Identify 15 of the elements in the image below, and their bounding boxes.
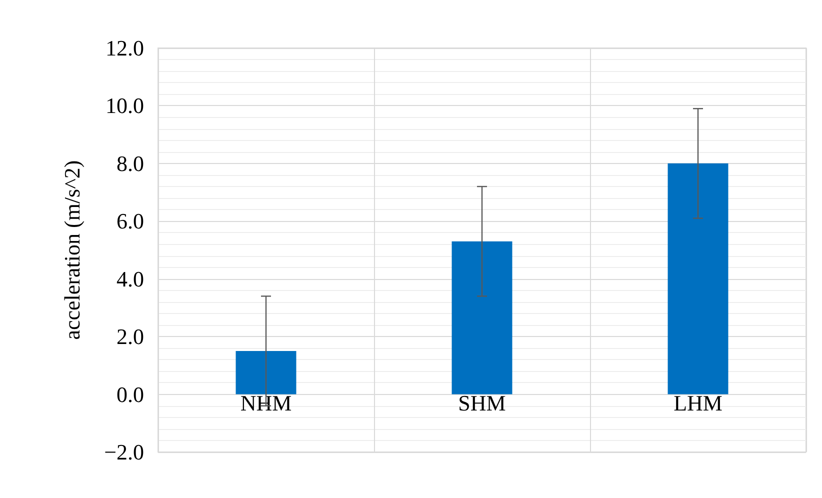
y-tick-label: 12.0 xyxy=(106,36,144,60)
bar xyxy=(236,351,296,394)
y-tick-label: 0.0 xyxy=(116,382,144,407)
y-axis-title: acceleration (m/s^2) xyxy=(60,160,84,340)
y-tick-label: −2.0 xyxy=(104,440,144,464)
y-tick-label: 8.0 xyxy=(116,150,144,176)
bar xyxy=(452,241,512,394)
y-tick-label: 6.0 xyxy=(116,208,144,234)
y-tick-label: 10.0 xyxy=(106,93,144,118)
y-tick-label: 2.0 xyxy=(116,324,144,350)
x-tick-label: LHM xyxy=(674,390,722,416)
y-tick-label: 4.0 xyxy=(116,266,144,292)
x-tick-label: SHM xyxy=(458,390,506,416)
x-tick-label: NHM xyxy=(240,390,292,416)
bar xyxy=(668,163,728,394)
